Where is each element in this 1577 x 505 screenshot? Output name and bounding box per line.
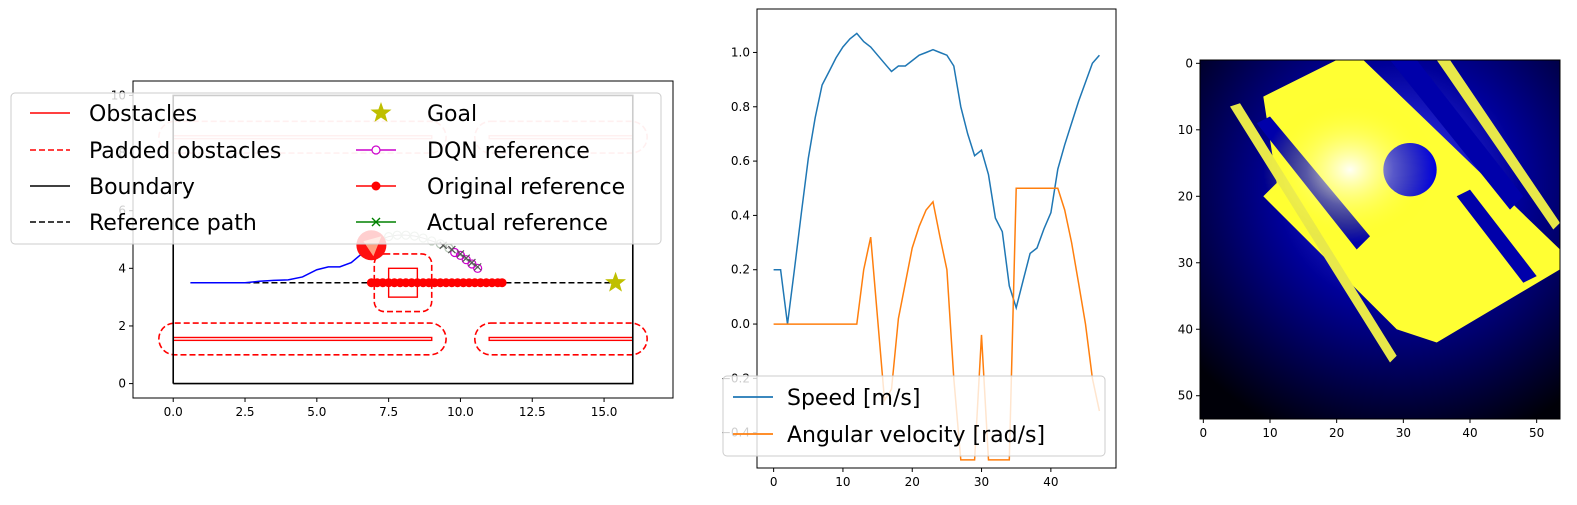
- actual-reference-marker: [462, 254, 471, 263]
- map-y-tick-label: 4: [118, 261, 126, 275]
- map-x-tick-label: 2.5: [235, 405, 254, 419]
- dqn-reference-point: [467, 259, 477, 269]
- velocity-x-tick-label: 10: [835, 475, 850, 489]
- dqn-reference-point: [473, 263, 483, 273]
- legend-label: DQN reference: [427, 139, 590, 164]
- heatmap-y-tick-label: 20: [1178, 189, 1193, 203]
- velocity-y-tick-label: 1.0: [731, 45, 750, 59]
- velocity-legend-label: Speed [m/s]: [787, 386, 920, 411]
- local-map-image: [1200, 60, 1560, 419]
- heatmap-x-tick-label: 40: [1462, 426, 1477, 440]
- velocity-x-tick-label: 40: [1043, 475, 1058, 489]
- legend-label: Actual reference: [427, 211, 608, 236]
- actual-reference-marker: [447, 245, 456, 254]
- padded-obstacle: [158, 322, 447, 356]
- velocity-x-tick-label: 30: [974, 475, 989, 489]
- velocity-legend: Speed [m/s] Angular velocity [rad/s]: [722, 375, 1106, 457]
- map-x-tick-label: 10.0: [447, 405, 474, 419]
- legend-label: Padded obstacles: [89, 139, 281, 164]
- heatmap-x-tick-label: 50: [1529, 426, 1544, 440]
- map-legend-box: [10, 92, 662, 245]
- original-reference-point: [497, 278, 507, 288]
- wall-line-right: [1436, 60, 1560, 230]
- actual-reference-marker: [456, 249, 465, 258]
- local-map-axes-frame: [1199, 59, 1561, 420]
- heatmap-y-tick-label: 0: [1185, 56, 1193, 70]
- legend-handle-actual-marker: [371, 217, 381, 227]
- legend-handle-goal: [370, 102, 392, 122]
- legend-label: Obstacles: [89, 102, 197, 127]
- actual-reference-marker: [473, 262, 482, 271]
- legend-handle-original-marker: [371, 181, 381, 191]
- heatmap-glow: [1263, 96, 1437, 244]
- heatmap-x-tick-label: 10: [1262, 426, 1277, 440]
- heatmap-y-tick-label: 40: [1178, 322, 1193, 336]
- heatmap-x-tick-label: 30: [1396, 426, 1411, 440]
- dqn-reference-point: [461, 255, 471, 265]
- map-x-tick-label: 15.0: [591, 405, 618, 419]
- velocity-y-tick-label: 0.8: [731, 100, 750, 114]
- goal-star: [605, 271, 626, 292]
- local-map-ticks: 0 10 20 30 40 50 0 10 20 30 40 50: [1178, 56, 1545, 440]
- map-x-tick-label: 5.0: [307, 405, 326, 419]
- velocity-legend-label: Angular velocity [rad/s]: [787, 423, 1045, 448]
- padded-obstacle: [373, 253, 433, 313]
- map-y-tick-label: 2: [118, 319, 126, 333]
- legend-label: Reference path: [89, 211, 257, 236]
- heatmap-y-tick-label: 10: [1178, 123, 1193, 137]
- velocity-x-tick-label: 0: [770, 475, 778, 489]
- velocity-y-tick-label: 0.0: [731, 317, 750, 331]
- trajectory-line: [190, 244, 375, 284]
- padded-obstacle: [474, 322, 648, 356]
- velocity-y-tick-label: 0.4: [731, 208, 750, 222]
- legend-handle-dqn-marker: [371, 145, 381, 155]
- velocity-y-tick-label: 0.2: [731, 263, 750, 277]
- velocity-x-tick-label: 20: [905, 475, 920, 489]
- actual-reference-marker: [468, 258, 476, 267]
- heatmap-y-tick-label: 30: [1178, 256, 1193, 270]
- velocity-plot-area: [773, 32, 1101, 461]
- wall-gap-right: [1390, 60, 1524, 210]
- map-x-tick-label: 7.5: [379, 405, 398, 419]
- legend-label: Goal: [427, 102, 477, 127]
- velocity-legend-box: [722, 375, 1106, 457]
- angular-velocity-line: [773, 187, 1101, 461]
- dqn-reference-point: [455, 250, 466, 260]
- legend-label: Boundary: [89, 175, 195, 200]
- map-legend: Obstacles Padded obstacles Boundary Referen…: [10, 92, 662, 245]
- heatmap-y-tick-label: 50: [1178, 389, 1193, 403]
- velocity-y-tick-label: 0.6: [731, 154, 750, 168]
- local-map-panel: 0 10 20 30 40 50 0 10 20 30 40 50: [1178, 56, 1561, 440]
- map-x-tick-label: 0.0: [164, 405, 183, 419]
- heatmap-x-tick-label: 20: [1329, 426, 1344, 440]
- map-y-tick-label: 0: [118, 377, 126, 391]
- map-x-tick-label: 12.5: [519, 405, 546, 419]
- heatmap-x-tick-label: 0: [1200, 426, 1208, 440]
- legend-label: Original reference: [427, 175, 625, 200]
- speed-line: [773, 32, 1100, 325]
- wall-gap-lower: [1456, 189, 1537, 283]
